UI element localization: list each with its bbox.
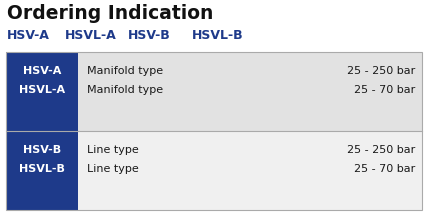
Text: 25 - 250 bar: 25 - 250 bar (347, 66, 415, 76)
Text: HSV-A: HSV-A (23, 66, 61, 76)
Text: Manifold type: Manifold type (87, 66, 163, 76)
Text: Line type: Line type (87, 145, 139, 155)
Text: HSVL-A: HSVL-A (65, 29, 117, 42)
Text: HSVL-B: HSVL-B (19, 164, 65, 174)
Text: Manifold type: Manifold type (87, 85, 163, 95)
Text: Line type: Line type (87, 164, 139, 174)
Text: HSVL-B: HSVL-B (192, 29, 244, 42)
Bar (6, 52, 422, 131)
Text: 25 - 250 bar: 25 - 250 bar (347, 145, 415, 155)
Bar (6, 131, 78, 210)
Text: Ordering Indication: Ordering Indication (7, 4, 214, 23)
Text: HSV-B: HSV-B (128, 29, 171, 42)
Text: 25 - 70 bar: 25 - 70 bar (354, 164, 415, 174)
Text: HSV-B: HSV-B (23, 145, 61, 155)
Text: 25 - 70 bar: 25 - 70 bar (354, 85, 415, 95)
Text: HSV-A: HSV-A (7, 29, 50, 42)
Bar (6, 131, 422, 210)
Bar (6, 52, 422, 210)
Text: HSVL-A: HSVL-A (19, 85, 65, 95)
Bar (6, 52, 78, 131)
